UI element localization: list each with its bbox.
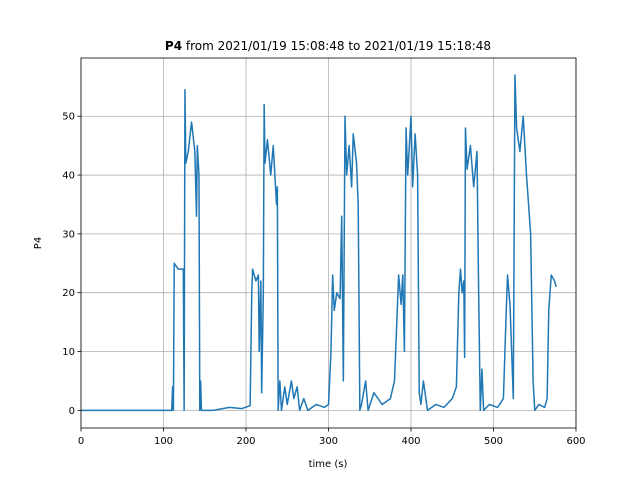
title-text: from 2021/01/19 15:08:48 to 2021/01/19 1… <box>186 39 491 53</box>
y-axis-label: P4 <box>33 237 44 249</box>
y-tick-label: 10 <box>62 347 75 358</box>
x-axis-label: time (s) <box>309 459 348 470</box>
y-tick-label: 20 <box>62 288 75 299</box>
chart-title: P4 from 2021/01/19 15:08:48 to 2021/01/1… <box>165 39 491 53</box>
x-tick-label: 500 <box>484 436 503 447</box>
plot-frame <box>80 57 577 429</box>
x-tick-label: 0 <box>78 436 84 447</box>
x-tick-label: 100 <box>154 436 173 447</box>
data-line <box>81 74 557 412</box>
x-tick-label: 200 <box>236 436 255 447</box>
x-tick-label: 400 <box>401 436 420 447</box>
y-tick-label: 50 <box>62 112 75 123</box>
title-name: P4 <box>165 39 182 53</box>
x-tick-label: 300 <box>319 436 338 447</box>
y-tick-label: 30 <box>62 229 75 240</box>
y-tick-label: 0 <box>69 406 75 417</box>
y-tick-label: 40 <box>62 171 75 182</box>
x-tick-label: 600 <box>566 436 585 447</box>
